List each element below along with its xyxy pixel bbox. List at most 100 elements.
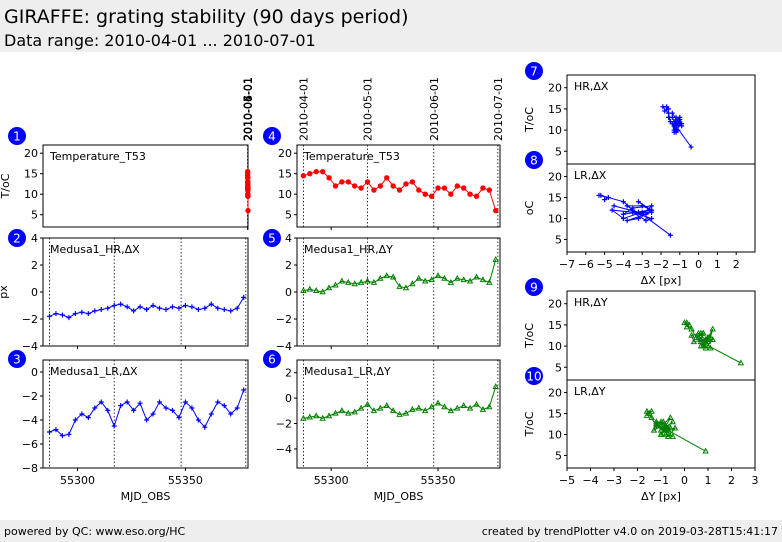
data-point <box>46 429 52 435</box>
data-point <box>46 313 52 319</box>
data-point <box>695 329 702 336</box>
y-tick-label: −2 <box>22 313 38 326</box>
data-point <box>59 433 65 439</box>
data-point <box>312 412 320 419</box>
data-point <box>351 183 358 189</box>
data-point <box>202 424 208 430</box>
data-point <box>441 403 448 410</box>
panel-label: LR,ΔY <box>574 385 606 398</box>
data-point <box>454 404 461 411</box>
data-point <box>325 284 333 291</box>
data-point <box>690 338 698 345</box>
data-point <box>479 276 487 283</box>
data-point <box>737 359 745 366</box>
data-point <box>111 423 117 429</box>
data-point <box>370 278 378 285</box>
data-point <box>370 407 378 414</box>
panel-number-badge <box>8 127 26 145</box>
data-point <box>473 193 480 199</box>
plot-frame <box>42 359 249 469</box>
data-point <box>111 303 117 308</box>
series-line <box>303 386 497 419</box>
data-point <box>79 309 85 315</box>
plot-frame <box>42 237 249 347</box>
data-point <box>371 187 377 193</box>
data-point <box>639 203 645 209</box>
data-point <box>105 305 111 311</box>
x-tick-label: 0 <box>681 474 688 487</box>
x-tick-label: 2 <box>733 258 740 271</box>
data-point <box>396 282 403 289</box>
data-point <box>144 307 150 313</box>
data-point <box>697 338 705 345</box>
plot-frame <box>296 237 501 347</box>
y-tick-label: 10 <box>278 188 292 201</box>
data-point <box>176 305 182 311</box>
data-point <box>53 427 59 433</box>
data-point <box>325 412 333 419</box>
chart-panel-10: 5 10 15 20 −5 −4 −3 −2 −1 0 1 2 3 LR,ΔY T/oC ΔY [px] 10 <box>523 367 759 503</box>
y-tick-label: 15 <box>24 168 38 181</box>
panel-number-badge <box>525 367 543 385</box>
data-point <box>704 333 712 340</box>
x-tick-label: −4 <box>582 474 598 487</box>
x-tick-label: 55350 <box>421 474 456 487</box>
data-point <box>673 119 679 125</box>
chart-panel-9: 5 10 15 20 HR,ΔY T/oC 9 <box>523 278 756 383</box>
y-tick-label: 5 <box>285 209 292 222</box>
y-axis-label: T/oC <box>0 173 12 199</box>
data-point <box>620 199 626 205</box>
y-tick-label: 10 <box>24 188 38 201</box>
panel-number: 2 <box>13 232 21 246</box>
data-point <box>409 280 416 287</box>
y-axis-label: oC <box>523 200 536 215</box>
x-tick-label: −1 <box>653 474 669 487</box>
data-point <box>157 305 163 311</box>
data-point <box>648 407 655 414</box>
data-point <box>357 404 365 411</box>
data-point <box>326 175 332 181</box>
x-tick-label: 1 <box>705 474 712 487</box>
data-point <box>635 215 641 221</box>
y-tick-label: −4 <box>276 340 292 353</box>
data-point <box>657 422 665 429</box>
data-point <box>695 333 702 340</box>
data-point <box>492 383 499 389</box>
data-point <box>364 179 371 185</box>
data-point <box>639 211 645 217</box>
data-point <box>454 274 461 281</box>
data-point <box>85 311 91 317</box>
date-label: 2010-06-01 <box>242 77 255 141</box>
data-point <box>244 168 251 175</box>
data-point <box>144 417 150 423</box>
data-point <box>428 403 435 410</box>
data-point <box>667 414 674 421</box>
data-point <box>124 304 130 310</box>
data-point <box>602 197 608 203</box>
data-point <box>662 108 668 114</box>
data-point <box>319 288 326 295</box>
data-point <box>307 171 313 177</box>
data-point <box>447 278 455 285</box>
chart-panel-4: 5 10 15 20 2010-04-01 2010-05-01 2010-06-01 201… <box>263 77 505 230</box>
data-point <box>660 424 667 431</box>
y-tick-label: 20 <box>278 147 292 160</box>
panel-label: LR,ΔX <box>574 169 607 182</box>
data-point <box>66 315 72 321</box>
data-point <box>384 175 390 181</box>
y-tick-label: 15 <box>548 408 562 421</box>
panel-label: Medusa1_LR,ΔX <box>50 365 138 378</box>
y-tick-label: −4 <box>276 443 292 456</box>
y-tick-label: 2 <box>31 259 38 272</box>
data-point <box>403 181 409 187</box>
data-point <box>609 207 615 213</box>
data-point <box>98 399 104 405</box>
data-point <box>422 191 428 197</box>
y-axis-label: T/oC <box>523 107 536 133</box>
y-tick-label: 15 <box>548 192 562 205</box>
data-point <box>364 277 371 284</box>
data-point <box>313 168 319 175</box>
data-point <box>669 432 676 439</box>
y-tick-label: 5 <box>555 233 562 246</box>
y-tick-label: 5 <box>31 209 38 222</box>
